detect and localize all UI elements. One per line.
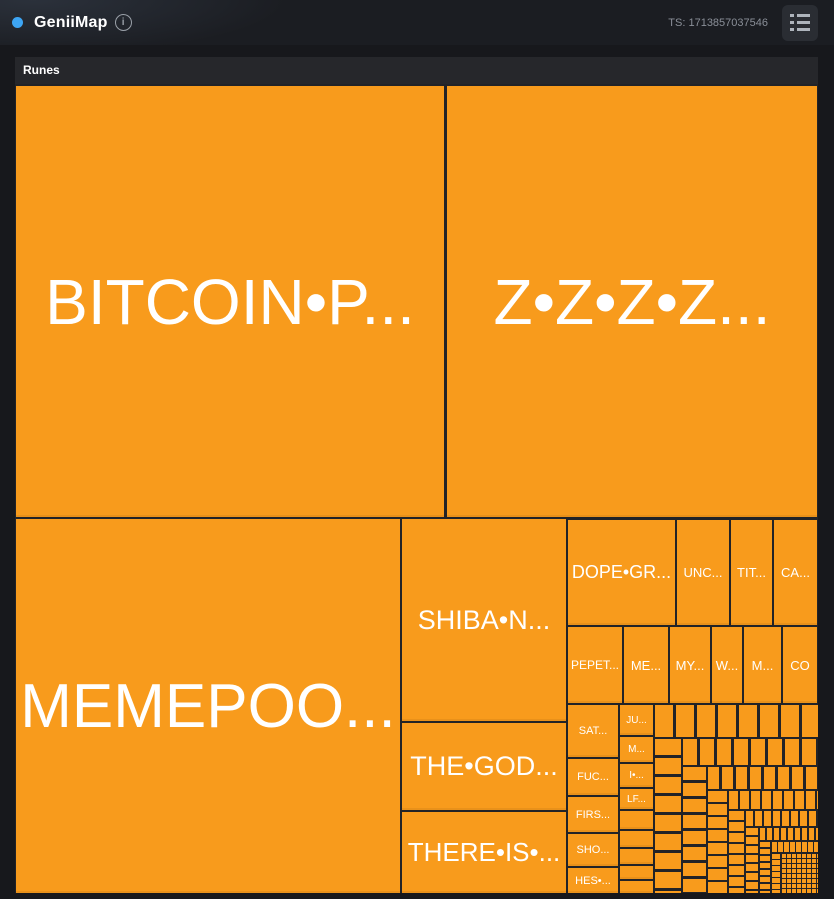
- treemap-dense-tiles[interactable]: [655, 705, 818, 737]
- treemap-tile-small[interactable]: [620, 849, 653, 864]
- treemap-tile[interactable]: SHO...: [568, 834, 618, 866]
- treemap-tile[interactable]: CA...: [774, 520, 817, 625]
- treemap-tile[interactable]: MEMEPOO...: [16, 519, 400, 893]
- treemap-tile[interactable]: THERE•IS•...: [402, 812, 566, 893]
- treemap-tile[interactable]: DOPE•GR...: [568, 520, 675, 625]
- treemap-tile[interactable]: UNC...: [677, 520, 729, 625]
- info-icon[interactable]: i: [114, 14, 132, 31]
- treemap-tile[interactable]: PEPET...: [568, 627, 622, 703]
- treemap-dense-tiles[interactable]: [729, 811, 744, 893]
- treemap-tile-small[interactable]: [620, 811, 653, 829]
- treemap-dense-tiles[interactable]: [746, 811, 818, 826]
- page-bottom-margin: [0, 893, 834, 899]
- treemap-tile[interactable]: Z•Z•Z•Z...: [447, 86, 817, 517]
- treemap-tile[interactable]: HES•...: [568, 868, 618, 893]
- treemap-dense-tiles[interactable]: [760, 828, 818, 840]
- treemap-tile[interactable]: W...: [712, 627, 742, 703]
- app-header: GeniiMap i TS: 1713857037546: [0, 0, 834, 45]
- treemap-tile[interactable]: LF...: [620, 789, 653, 809]
- treemap-tile[interactable]: M...: [620, 737, 653, 762]
- timestamp-label: TS: 1713857037546: [668, 16, 768, 29]
- treemap-tile[interactable]: THE•GOD...: [402, 723, 566, 810]
- list-icon: [790, 14, 810, 17]
- treemap-dense-tiles[interactable]: [746, 828, 758, 893]
- treemap-tile-small[interactable]: [620, 831, 653, 847]
- treemap-tile[interactable]: SHIBA•N...: [402, 519, 566, 721]
- treemap-tile-small[interactable]: [620, 866, 653, 879]
- treemap-tile[interactable]: M...: [744, 627, 781, 703]
- treemap-dense-tiles[interactable]: [782, 854, 818, 893]
- treemap-dense-tiles[interactable]: [683, 767, 706, 893]
- treemap-tile[interactable]: TIT...: [731, 520, 772, 625]
- list-icon: [790, 28, 810, 31]
- app-title: GeniiMap: [34, 13, 108, 31]
- treemap: BITCOIN•P... Z•Z•Z•Z... MEMEPOO... SHIBA•N.…: [15, 84, 818, 893]
- menu-button[interactable]: [782, 4, 818, 41]
- list-icon: [790, 21, 810, 24]
- treemap-tile[interactable]: MY...: [670, 627, 710, 703]
- treemap-dense-tiles[interactable]: [729, 791, 818, 809]
- treemap-tile-small[interactable]: [620, 881, 653, 893]
- treemap-tile[interactable]: I•...: [620, 764, 653, 787]
- treemap-dense-tiles[interactable]: [708, 791, 727, 893]
- treemap-dense-tiles[interactable]: [772, 854, 780, 893]
- treemap-dense-tiles[interactable]: [772, 842, 818, 852]
- treemap-dense-tiles[interactable]: [760, 842, 770, 893]
- treemap-tile[interactable]: ME...: [624, 627, 668, 703]
- treemap-tile[interactable]: BITCOIN•P...: [16, 86, 444, 517]
- treemap-tile[interactable]: SAT...: [568, 705, 618, 757]
- treemap-dense-tiles[interactable]: [708, 767, 818, 789]
- treemap-tile[interactable]: JU...: [620, 705, 653, 735]
- treemap-tile[interactable]: CO: [783, 627, 817, 703]
- treemap-dense-tiles[interactable]: [683, 739, 818, 765]
- status-dot-icon: [12, 17, 23, 28]
- treemap-tile[interactable]: FIRS...: [568, 797, 618, 832]
- treemap-tile[interactable]: FUC...: [568, 759, 618, 795]
- treemap-breadcrumb[interactable]: Runes: [15, 57, 818, 84]
- treemap-dense-tiles[interactable]: [655, 739, 681, 893]
